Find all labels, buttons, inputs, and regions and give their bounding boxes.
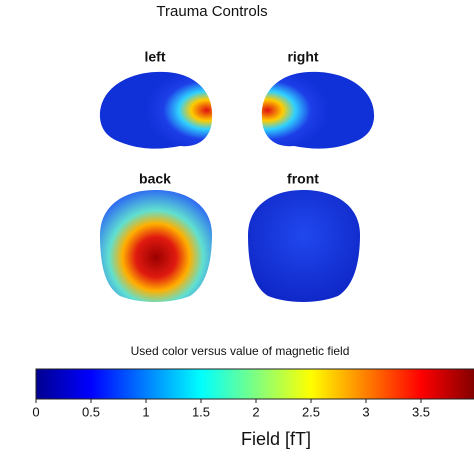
tick-label: 3.5 — [412, 404, 430, 419]
tick-label: 2.5 — [302, 404, 320, 419]
brain-back — [100, 190, 212, 302]
colorbar-title: Used color versus value of magnetic fiel… — [131, 344, 350, 358]
view-label: back — [139, 171, 171, 187]
tick-label: 1 — [142, 404, 149, 419]
brain-right — [261, 71, 375, 149]
tick-label: 0 — [32, 404, 39, 419]
view-label: left — [145, 49, 166, 65]
view-label: right — [287, 49, 318, 65]
tick-label: 1.5 — [192, 404, 210, 419]
tick-label: 0.5 — [82, 404, 100, 419]
title: Trauma Controls — [156, 3, 267, 20]
brain-left — [99, 71, 213, 149]
view-label: front — [287, 171, 319, 187]
colorbar — [35, 368, 474, 400]
tick-label: 3 — [362, 404, 369, 419]
axis-label: Field [fT] — [241, 429, 311, 449]
brain-front — [248, 190, 360, 302]
tick-label: 2 — [252, 404, 259, 419]
